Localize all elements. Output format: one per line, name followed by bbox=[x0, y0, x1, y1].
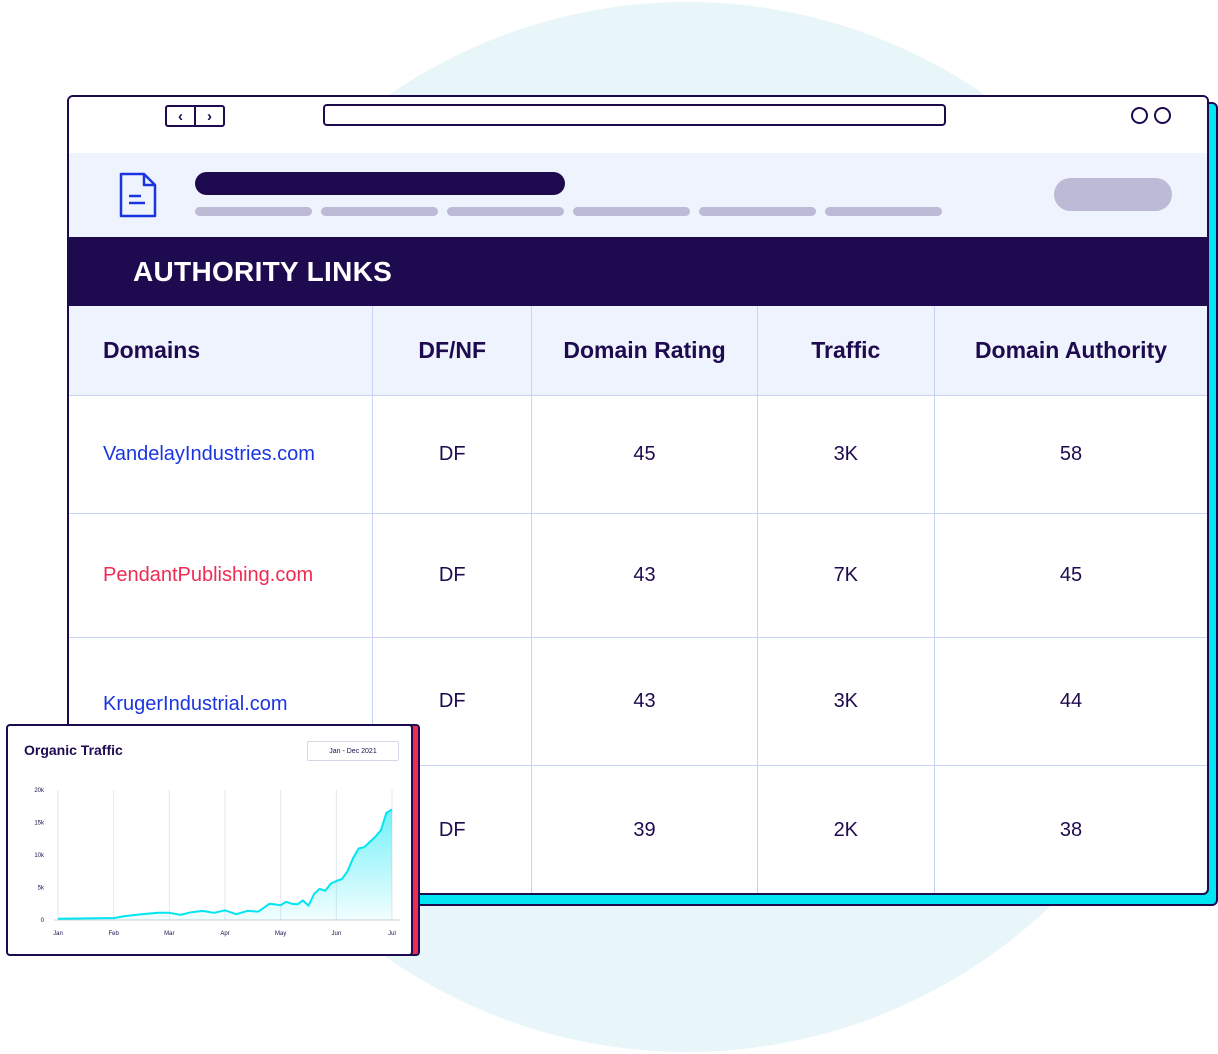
action-button-placeholder[interactable] bbox=[1054, 178, 1172, 211]
window-control-dot[interactable] bbox=[1131, 107, 1148, 124]
x-tick-label: Mar bbox=[164, 931, 174, 937]
window-controls bbox=[1131, 107, 1171, 124]
breadcrumb-placeholder bbox=[825, 207, 942, 216]
domain-link[interactable]: VandelayIndustries.com bbox=[69, 396, 374, 514]
traffic-cell: 2K bbox=[758, 766, 935, 893]
section-banner: AUTHORITY LINKS bbox=[69, 237, 1207, 306]
series-area bbox=[58, 809, 392, 920]
breadcrumb-placeholder bbox=[699, 207, 816, 216]
x-tick-label: May bbox=[275, 931, 286, 937]
browser-window: ‹ › AUTHORITY LINKS Doma bbox=[67, 95, 1209, 895]
breadcrumb-placeholder bbox=[321, 207, 438, 216]
domain-authority-cell: 45 bbox=[934, 514, 1207, 638]
traffic-cell: 3K bbox=[757, 638, 935, 766]
domain-authority-cell: 38 bbox=[1059, 818, 1083, 841]
y-tick-label: 15k bbox=[34, 821, 45, 827]
domain-authority-cell: 44 bbox=[934, 638, 1207, 766]
table-row: DF 39 2K 38 bbox=[69, 766, 1207, 893]
domain-rating-cell: 45 bbox=[532, 396, 758, 514]
dfnf-cell: DF bbox=[373, 638, 533, 766]
nav-buttons: ‹ › bbox=[165, 105, 225, 127]
x-tick-label: Feb bbox=[108, 931, 119, 937]
title-placeholder bbox=[195, 172, 565, 195]
series-line bbox=[57, 808, 393, 920]
breadcrumb-placeholder bbox=[573, 207, 690, 216]
y-tick-label: 5k bbox=[38, 886, 45, 892]
domain-link[interactable]: PendantPublishing.com bbox=[69, 514, 374, 638]
breadcrumb-placeholders bbox=[195, 207, 942, 216]
x-tick-label: Jul bbox=[388, 931, 396, 937]
y-tick-label: 10k bbox=[34, 853, 45, 859]
organic-traffic-card: Organic Traffic Jan - Dec 2021 Jan Feb Mar… bbox=[6, 724, 413, 956]
browser-chrome: ‹ › bbox=[69, 97, 1207, 153]
date-range-selector[interactable]: Jan - Dec 2021 bbox=[307, 741, 399, 761]
page-header bbox=[69, 153, 1207, 237]
column-header-domain-authority[interactable]: Domain Authority bbox=[934, 306, 1207, 396]
domain-rating-cell: 39 bbox=[532, 766, 758, 893]
dfnf-cell: DF bbox=[373, 766, 533, 893]
traffic-cell: 3K bbox=[757, 396, 935, 514]
organic-traffic-chart: Jan Feb Mar Apr May Jun Jul 0 5k 10k 15k 20k bbox=[34, 788, 400, 937]
table-row: KrugerIndustrial.com DF 43 3K 44 bbox=[69, 638, 1207, 766]
column-header-domain-rating[interactable]: Domain Rating bbox=[532, 306, 758, 396]
column-header-dfnf[interactable]: DF/NF bbox=[373, 306, 533, 396]
domain-rating-cell: 43 bbox=[532, 514, 758, 638]
window-control-dot[interactable] bbox=[1154, 107, 1171, 124]
table-header-row: Domains DF/NF Domain Rating Traffic Doma… bbox=[69, 306, 1207, 396]
table-row: VandelayIndustries.com DF 45 3K 58 bbox=[69, 396, 1207, 514]
y-tick-label: 0 bbox=[41, 918, 45, 924]
dfnf-cell: DF bbox=[373, 396, 533, 514]
section-title: AUTHORITY LINKS bbox=[133, 255, 393, 287]
address-bar[interactable] bbox=[323, 104, 946, 126]
x-tick-label: Apr bbox=[220, 931, 229, 937]
traffic-cell: 7K bbox=[757, 514, 935, 638]
chart-title: Organic Traffic bbox=[24, 742, 123, 758]
domain-authority-cell: 58 bbox=[934, 396, 1207, 514]
x-tick-label: Jun bbox=[331, 931, 341, 937]
authority-links-table: Domains DF/NF Domain Rating Traffic Doma… bbox=[69, 306, 1207, 893]
x-tick-label: Jan bbox=[53, 931, 63, 937]
table-row: PendantPublishing.com DF 43 7K 45 bbox=[69, 514, 1207, 638]
document-icon bbox=[119, 172, 157, 218]
chevron-left-icon[interactable]: ‹ bbox=[178, 107, 183, 125]
column-header-domains[interactable]: Domains bbox=[69, 306, 374, 396]
domain-rating-cell: 43 bbox=[532, 638, 758, 766]
breadcrumb-placeholder bbox=[195, 207, 312, 216]
dfnf-cell: DF bbox=[373, 514, 533, 638]
y-tick-label: 20k bbox=[34, 788, 45, 794]
breadcrumb-placeholder bbox=[447, 207, 564, 216]
column-header-traffic[interactable]: Traffic bbox=[757, 306, 935, 396]
chevron-right-icon[interactable]: › bbox=[194, 107, 223, 125]
